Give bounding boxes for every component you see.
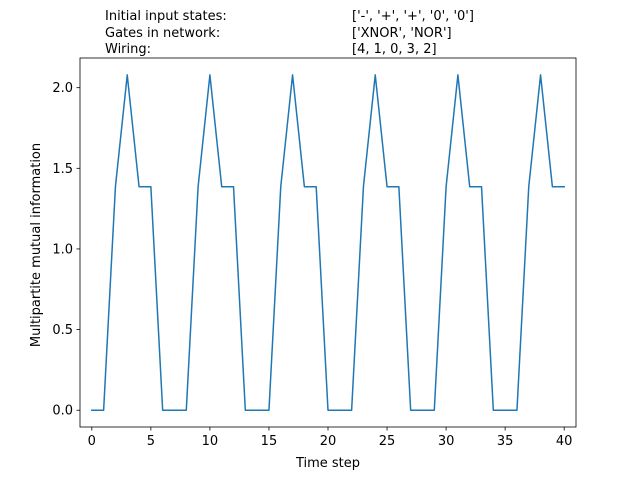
y-tick-label: 1.0 xyxy=(52,242,73,257)
x-tick-label: 30 xyxy=(438,434,455,449)
x-tick-label: 15 xyxy=(261,434,278,449)
info-value-wiring: [4, 1, 0, 3, 2] xyxy=(352,42,437,57)
y-tick-label: 2.0 xyxy=(52,81,73,96)
info-label-gates: Gates in network: xyxy=(105,26,220,41)
info-block: Initial input states: ['-', '+', '+', '0… xyxy=(105,9,474,57)
x-tick-label: 25 xyxy=(379,434,396,449)
y-tick-label: 0.0 xyxy=(52,404,73,419)
info-label-initial-states: Initial input states: xyxy=(105,9,227,24)
x-tick-label: 5 xyxy=(147,434,155,449)
x-tick-label: 0 xyxy=(88,434,96,449)
x-tick-label: 35 xyxy=(497,434,514,449)
x-axis-label: Time step xyxy=(295,456,360,471)
y-axis: 0.0 0.5 1.0 1.5 2.0 xyxy=(52,81,80,419)
x-axis: 0 5 10 15 20 25 30 35 40 xyxy=(88,427,573,449)
y-axis-label: Multipartite mutual information xyxy=(29,143,44,347)
x-tick-label: 40 xyxy=(556,434,573,449)
x-tick-label: 10 xyxy=(202,434,219,449)
info-value-gates: ['XNOR', 'NOR'] xyxy=(352,26,452,41)
plot-area xyxy=(79,57,577,428)
x-tick-label: 20 xyxy=(320,434,337,449)
info-label-wiring: Wiring: xyxy=(105,42,151,57)
series-line-0 xyxy=(91,74,565,411)
y-tick-label: 0.5 xyxy=(52,323,73,338)
y-tick-label: 1.5 xyxy=(52,162,73,177)
info-value-initial-states: ['-', '+', '+', '0', '0'] xyxy=(352,9,474,24)
